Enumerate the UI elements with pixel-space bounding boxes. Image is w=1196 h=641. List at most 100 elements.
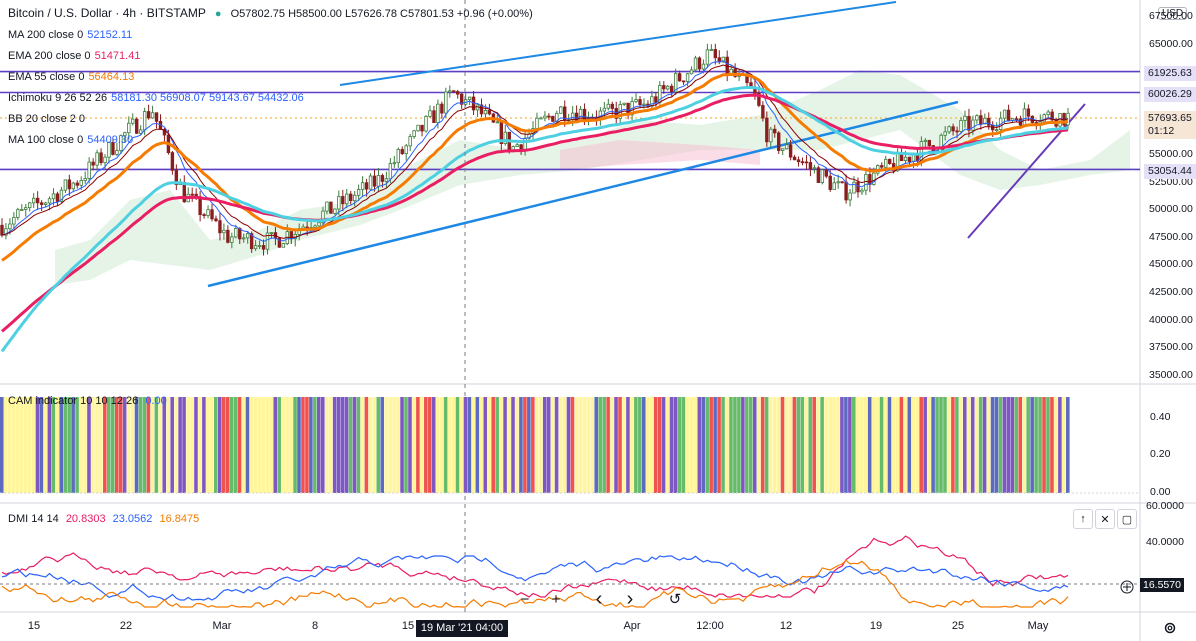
time-axis-label: 22 (119, 620, 133, 632)
cam-bar (443, 397, 448, 493)
candle-body (253, 245, 258, 250)
scroll-right-button[interactable]: › (626, 587, 634, 610)
cam-bar (158, 397, 163, 493)
candle-body (852, 181, 856, 194)
candle-body (111, 142, 115, 155)
cam-bar (1026, 397, 1030, 493)
indicator-value: 56464.13 (88, 71, 135, 83)
candle-body (448, 90, 452, 93)
candle-body (59, 189, 64, 202)
candle-body (927, 139, 932, 146)
price-tag: 57693.65 (1144, 111, 1196, 126)
currency-badge[interactable]: USD (1158, 7, 1188, 20)
cam-bar (130, 397, 135, 493)
candle-body (404, 145, 408, 154)
candle-body (436, 103, 440, 124)
cam-bar (55, 397, 60, 493)
zoom-out-button[interactable]: − (520, 590, 530, 608)
indicator-legend-item[interactable]: Ichimoku 9 26 52 26 58181.30 56908.07 591… (8, 91, 304, 105)
candle-body (832, 182, 836, 190)
candle-body (4, 228, 8, 236)
candle-body (808, 162, 813, 169)
cam-bar (154, 397, 159, 493)
cam-bar (142, 397, 147, 493)
candle-body (138, 129, 143, 134)
cam-bar (1018, 397, 1023, 493)
indicator-legend-item[interactable]: EMA 55 close 0 56464.13 (8, 70, 134, 84)
candle-body (515, 144, 519, 147)
cam-bar (63, 397, 67, 493)
cam-bar (479, 397, 484, 493)
price-tag: 53054.44 (1144, 164, 1196, 179)
cam-bar (673, 397, 678, 493)
candle-body (154, 112, 159, 122)
reset-chart-button[interactable]: ↺ (668, 591, 682, 608)
cam-bar (602, 397, 606, 493)
cam-bar (178, 397, 182, 493)
cam-value: 0.00 (145, 395, 167, 407)
candle-body (79, 180, 83, 186)
cam-bar (622, 397, 626, 493)
cam-bar (348, 397, 353, 493)
scroll-left-button[interactable]: ‹ (595, 587, 603, 610)
cam-bar (1054, 397, 1058, 493)
candle-body (1046, 111, 1050, 116)
candle-body (994, 129, 999, 131)
candle-body (51, 193, 56, 200)
candle-body (535, 117, 539, 129)
cam-bar (471, 397, 476, 493)
indicator-legend-item[interactable]: MA 200 close 0 52152.11 (8, 28, 132, 42)
cam-bar (336, 397, 341, 493)
cam-bar (776, 397, 781, 493)
cam-bar (788, 397, 793, 493)
close-pane-button[interactable]: ✕ (1095, 509, 1115, 529)
add-crosshair-icon[interactable] (1115, 576, 1139, 598)
indicator-legend-item[interactable]: EMA 200 close 0 51471.41 (8, 49, 140, 63)
ema200-line (1, 93, 1069, 333)
candle-body (238, 228, 242, 240)
cam-bar (713, 397, 717, 493)
candle-body (606, 103, 611, 109)
candle-body (860, 189, 864, 193)
candle-body (337, 196, 341, 210)
indicator-legend-item[interactable]: MA 100 close 0 54409.30 (8, 133, 133, 147)
candle-body (396, 149, 400, 164)
candle-body (67, 179, 72, 190)
cam-bar (515, 397, 519, 493)
cam-bar (344, 397, 349, 493)
candle-body (349, 193, 353, 202)
candle-body (638, 99, 642, 105)
cam-bar (416, 397, 420, 493)
cam-label: CAM indicator 10 10 12 26 (8, 395, 139, 407)
cam-bar (194, 397, 198, 493)
maximize-pane-button[interactable]: ▢ (1117, 509, 1137, 529)
price-axis-label: 47500.00 (1149, 230, 1193, 243)
cam-bar (455, 397, 460, 493)
cam-bar (923, 397, 927, 493)
zoom-in-button[interactable]: + (551, 590, 561, 608)
candle-body (1014, 118, 1019, 121)
candle-body (103, 156, 107, 164)
candle-body (820, 169, 825, 183)
cam-axis-label: 0.40 (1150, 411, 1171, 423)
cam-bar (245, 397, 250, 493)
cam-bar (550, 397, 555, 493)
cam-bar (800, 397, 805, 493)
cam-bar (994, 397, 999, 493)
cam-bar (701, 397, 706, 493)
candle-body (689, 69, 694, 75)
dmi-adx-line (1, 559, 1069, 608)
candle-body (135, 118, 139, 134)
settings-gear-icon[interactable] (1158, 617, 1182, 639)
cam-bar (871, 397, 876, 493)
candle-body (214, 218, 218, 222)
indicator-legend-item[interactable]: BB 20 close 2 0 (8, 112, 89, 126)
move-pane-up-button[interactable]: ↑ (1073, 509, 1093, 529)
cam-bar (820, 397, 824, 493)
candle-body (713, 49, 718, 59)
candle-body (218, 220, 222, 234)
cam-bar (265, 397, 270, 493)
cam-bar (408, 397, 412, 493)
cam-bar (998, 397, 1003, 493)
